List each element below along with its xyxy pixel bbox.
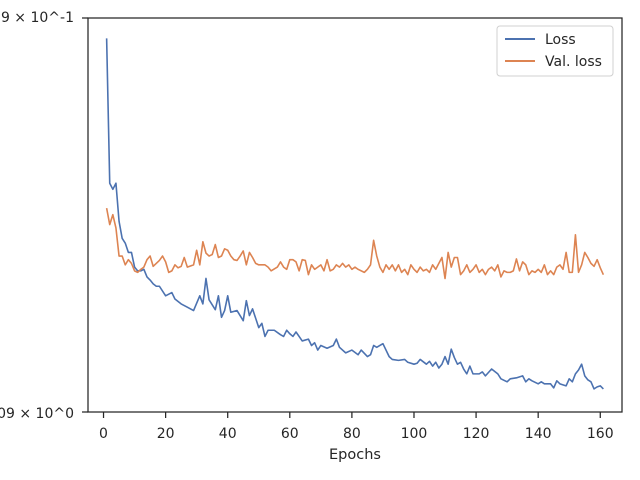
series-line-val-loss [105,208,605,280]
plot-frame [87,17,623,413]
axes-layer: 0 20 40 60 80 100 120 140 160 [82,17,623,442]
x-tick-label: 20 [157,426,175,442]
x-tick-label: 120 [463,426,490,442]
x-tick-label: 140 [525,426,552,442]
x-axis-title: Epochs [329,447,381,463]
legend-label-val-loss: Val. loss [545,54,602,70]
x-tick-label: 40 [219,426,237,442]
y-bottom-tick-label: 009 × 10^0 [0,406,74,422]
legend[interactable]: Loss Val. loss [496,25,614,77]
x-tick-label: 160 [587,426,614,442]
y-top-tick-label: 99 × 10^-1 [0,10,74,26]
series-line-loss [105,38,604,390]
x-tick-label: 80 [343,426,361,442]
series-layer [105,38,605,390]
x-tick-label: 0 [99,426,108,442]
x-tick-label: 60 [281,426,299,442]
x-tick-label: 100 [401,426,428,442]
legend-label-loss: Loss [545,32,576,48]
